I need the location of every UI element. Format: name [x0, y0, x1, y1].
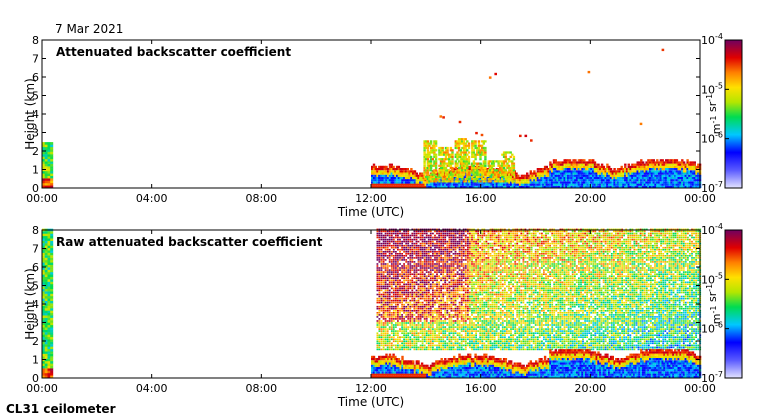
x-tick-label: 00:00 — [684, 192, 716, 205]
y-tick-label: 4 — [32, 108, 39, 121]
feature-boundary-layer — [371, 349, 702, 378]
y-tick-label: 7 — [32, 243, 39, 256]
x-axis-label: Time (UTC) — [337, 395, 404, 409]
y-tick-label: 1 — [32, 354, 39, 367]
colorbar-scale — [724, 39, 743, 189]
x-tick-label: 12:00 — [355, 382, 387, 395]
colorbar-tick-label: 10-7 — [701, 370, 723, 385]
x-tick-label: 00:00 — [684, 382, 716, 395]
x-tick-label: 08:00 — [245, 192, 277, 205]
y-tick-label: 0 — [32, 372, 39, 385]
x-tick-label: 04:00 — [136, 192, 168, 205]
y-tick-label: 4 — [32, 298, 39, 311]
y-tick-label: 7 — [32, 53, 39, 66]
panels: 0 1 2 3 4 5 6 7 8 00:00 04:00 08:00 12:00 16:00 20:00 0… — [23, 32, 743, 409]
y-tick-label: 5 — [32, 90, 39, 103]
y-tick-label: 5 — [32, 280, 39, 293]
panel-title: Raw attenuated backscatter coefficient — [56, 235, 323, 249]
feature-signal-column — [42, 228, 54, 378]
y-axis-label: Height (km) — [23, 268, 37, 339]
y-tick-label: 8 — [32, 224, 39, 237]
colorbar: 10-7 10-6 10-5 10-4 m-1 sr-1 — [701, 32, 743, 195]
x-tick-label: 16:00 — [465, 192, 497, 205]
x-tick-label: 00:00 — [26, 192, 58, 205]
x-tick-label: 16:00 — [465, 382, 497, 395]
colorbar-tick-label: 10-4 — [701, 32, 723, 47]
colorbar-scale — [724, 229, 743, 379]
x-tick-label: 04:00 — [136, 382, 168, 395]
colorbar-unit-label: m-1 sr-1 — [705, 284, 723, 324]
feature-isolated-returns — [439, 48, 665, 142]
x-tick-label: 08:00 — [245, 382, 277, 395]
y-axis-label: Height (km) — [23, 78, 37, 149]
x-tick-label: 20:00 — [574, 382, 606, 395]
y-tick-label: 3 — [32, 317, 39, 330]
y-tick-label: 0 — [32, 182, 39, 195]
feature-convective-plumes — [423, 138, 516, 183]
y-tick-label: 6 — [32, 261, 39, 274]
y-tick-label: 1 — [32, 164, 39, 177]
y-tick-label: 2 — [32, 145, 39, 158]
colorbar-tick-label: 10-7 — [701, 180, 723, 195]
y-tick-label: 3 — [32, 127, 39, 140]
x-tick-label: 00:00 — [26, 382, 58, 395]
feature-signal-column — [42, 142, 54, 188]
y-tick-label: 6 — [32, 71, 39, 84]
backscatter-field — [42, 228, 702, 378]
x-tick-label: 12:00 — [355, 192, 387, 205]
y-tick-label: 2 — [32, 335, 39, 348]
panel-1: 0 1 2 3 4 5 6 7 8 00:00 04:00 08:00 12:00 16:00 20:00 0… — [23, 32, 743, 219]
colorbar-tick-label: 10-4 — [701, 222, 723, 237]
colorbar-tick-label: 10-5 — [701, 271, 723, 286]
colorbar: 10-7 10-6 10-5 10-4 m-1 sr-1 — [701, 222, 743, 385]
date-label: 7 Mar 2021 — [55, 22, 123, 36]
x-tick-label: 20:00 — [574, 192, 606, 205]
colorbar-tick-label: 10-6 — [701, 321, 723, 336]
colorbar-unit-label: m-1 sr-1 — [705, 94, 723, 134]
colorbar-tick-label: 10-5 — [701, 81, 723, 96]
backscatter-field — [42, 48, 702, 188]
y-tick-label: 8 — [32, 34, 39, 47]
instrument-label: CL31 ceilometer — [6, 402, 116, 416]
panel-2: 0 1 2 3 4 5 6 7 8 00:00 04:00 08:00 12:00 16:00 20:00 0… — [23, 222, 743, 409]
panel-title: Attenuated backscatter coefficient — [56, 45, 291, 59]
feature-noise-field — [376, 228, 702, 351]
x-axis-label: Time (UTC) — [337, 205, 404, 219]
colorbar-tick-label: 10-6 — [701, 131, 723, 146]
